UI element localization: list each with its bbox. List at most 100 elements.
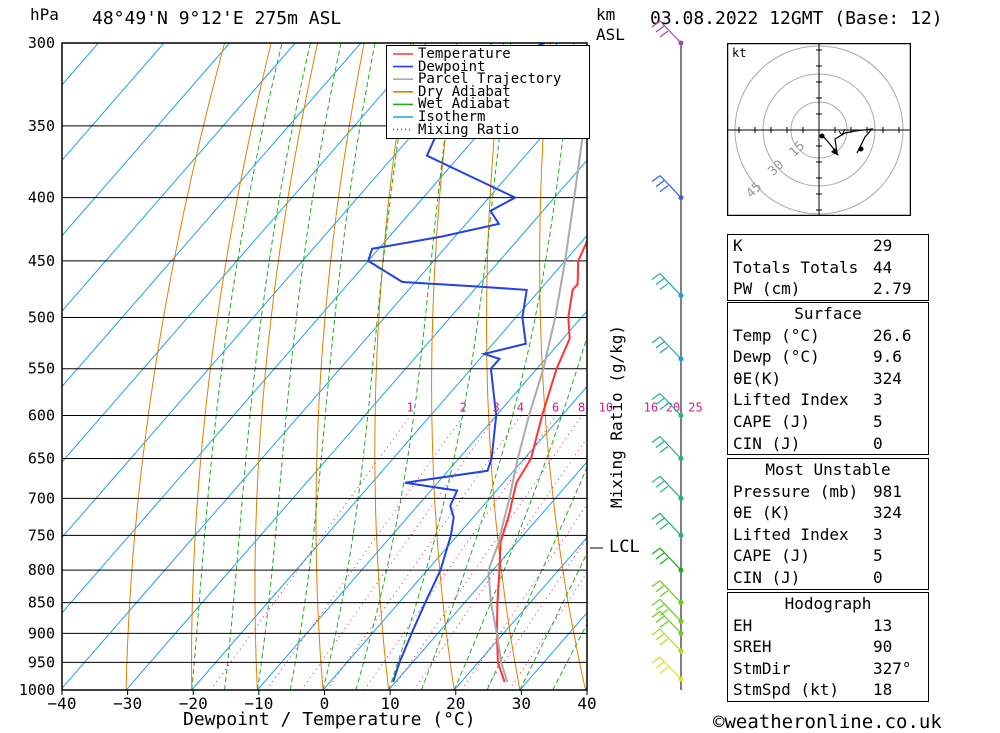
hodograph-unit: kt [732,46,746,60]
index-value: 5 [873,411,883,431]
legend-entry: Mixing Ratio [418,121,520,138]
wind-barb [651,336,682,360]
wind-barb [651,547,682,571]
x-tick-label: 0 [320,694,330,713]
wind-barbs [651,20,684,682]
legend-entry: Dry Adiabat [418,83,511,100]
isotherm-line [125,159,587,690]
wet-adiabat-line [224,43,311,690]
index-key: CAPE (J) [733,411,811,431]
isotherm-line [62,84,587,690]
index-row: CIN (J) 0 [728,433,928,455]
pressure-tick-label: 650 [28,450,55,468]
legend-entry: Isotherm [418,109,486,125]
index-value: 3 [873,524,883,544]
x-tick-label: −10 [244,694,273,713]
profiles [367,43,587,683]
wind-barb [651,175,682,199]
index-value: 324 [873,503,902,523]
wind-barb [651,512,682,536]
pressure-tick-label: 600 [28,406,55,424]
pressure-tick-label: 700 [28,489,55,507]
wet-adiabat-line [191,43,283,690]
index-value: 2.79 [873,279,912,299]
mixing-ratio-line [391,415,583,690]
parcel-trajectory-line [487,76,587,683]
index-key: Pressure (mb) [733,481,859,501]
index-row: θE(K) 324 [728,368,928,390]
index-row: StmDir 327° [728,658,928,680]
isotherm-line [62,43,296,312]
index-row: StmSpd (kt) 18 [728,679,928,701]
x-tick-label: 20 [446,694,465,713]
index-row: CIN (J) 0 [728,567,928,589]
mixing-ratio-line [363,415,557,690]
index-value: 3 [873,390,883,410]
pressure-tick-label: 950 [28,653,55,671]
location-label: 48°49'N 9°12'E 275m ASL [92,8,342,29]
dry-adiabat-line [923,43,1000,690]
wet-adiabat-line [289,43,376,690]
legend-entry: Wet Adiabat [418,96,511,113]
dewpoint-line [367,43,545,683]
index-value: 324 [873,368,902,388]
pressure-tick-label: 300 [28,34,55,52]
index-value: 44 [873,257,893,277]
index-value: 13 [873,615,893,635]
dry-adiabat-line [641,43,717,690]
index-row: Temp (°C) 26.6 [728,325,928,347]
storm-motion-arrow [831,148,839,156]
mixing-ratio-line [210,415,411,690]
x-axis-title: Dewpoint / Temperature (°C) [183,709,476,730]
index-value: 981 [873,481,902,501]
index-key: CIN (J) [733,433,801,453]
index-row: Lifted Index 3 [728,524,928,546]
wind-barb [651,436,682,459]
indices-panel: K 29 Totals Totals 44 PW (cm) 2.79 [727,234,929,301]
index-key: CIN (J) [733,567,801,587]
mixing-ratio-axis-label: Mixing Ratio (g/kg) [607,324,626,508]
x-tick-label: 40 [577,694,596,713]
index-value: 0 [873,433,883,453]
wind-barb [651,20,682,44]
index-key: θE (K) [733,503,791,523]
index-row: PW (cm) 2.79 [728,278,928,300]
index-value: 29 [873,236,893,255]
x-tick-label: −30 [113,694,142,713]
mixing-ratio-label: 4 [517,400,524,414]
pressure-tick-label: 450 [28,252,55,270]
legend-swatches [393,53,413,131]
isotherm-line [62,43,559,614]
dry-adiabat-line [431,43,458,690]
mixing-ratio-label: 1 [407,400,414,414]
surface-panel: Surface Temp (°C) 26.6 Dewp (°C) 9.6 θE(K) 32… [727,302,929,456]
mixing-ratio-label: 8 [578,400,585,414]
dry-adiabat-line [191,43,272,690]
dry-adiabat-line [254,43,319,690]
isotherm-line [191,234,587,690]
wet-adiabat-line [486,465,587,690]
pressure-tick-label: 350 [28,117,55,135]
surface-title: Surface [794,304,862,323]
index-row: Pressure (mb) 981 [728,481,928,503]
index-key: Dewp (°C) [733,347,820,367]
most-unstable-panel: Most Unstable Pressure (mb) 981 θE (K) 324 L… [727,458,929,590]
index-key: StmSpd (kt) [733,680,839,700]
plot-frame [61,42,588,691]
index-key: Totals Totals [733,257,859,277]
index-key: StmDir [733,658,791,678]
mixing-ratio-label: 2 [460,400,467,414]
datetime-label: 03.08.2022 12GMT (Base: 12) [650,8,943,29]
index-key: K [733,236,743,255]
x-tick-label: −20 [179,694,208,713]
isotherm-line [256,310,587,690]
index-value: 18 [873,680,893,700]
index-key: EH [733,615,753,635]
index-key: Temp (°C) [733,325,820,345]
pressure-tick-label: 400 [28,189,55,207]
index-row: Totals Totals 44 [728,257,928,279]
legend-entry: Temperature [418,46,511,62]
hodograph-point [819,133,825,139]
pressure-tick-label: 850 [28,594,55,612]
